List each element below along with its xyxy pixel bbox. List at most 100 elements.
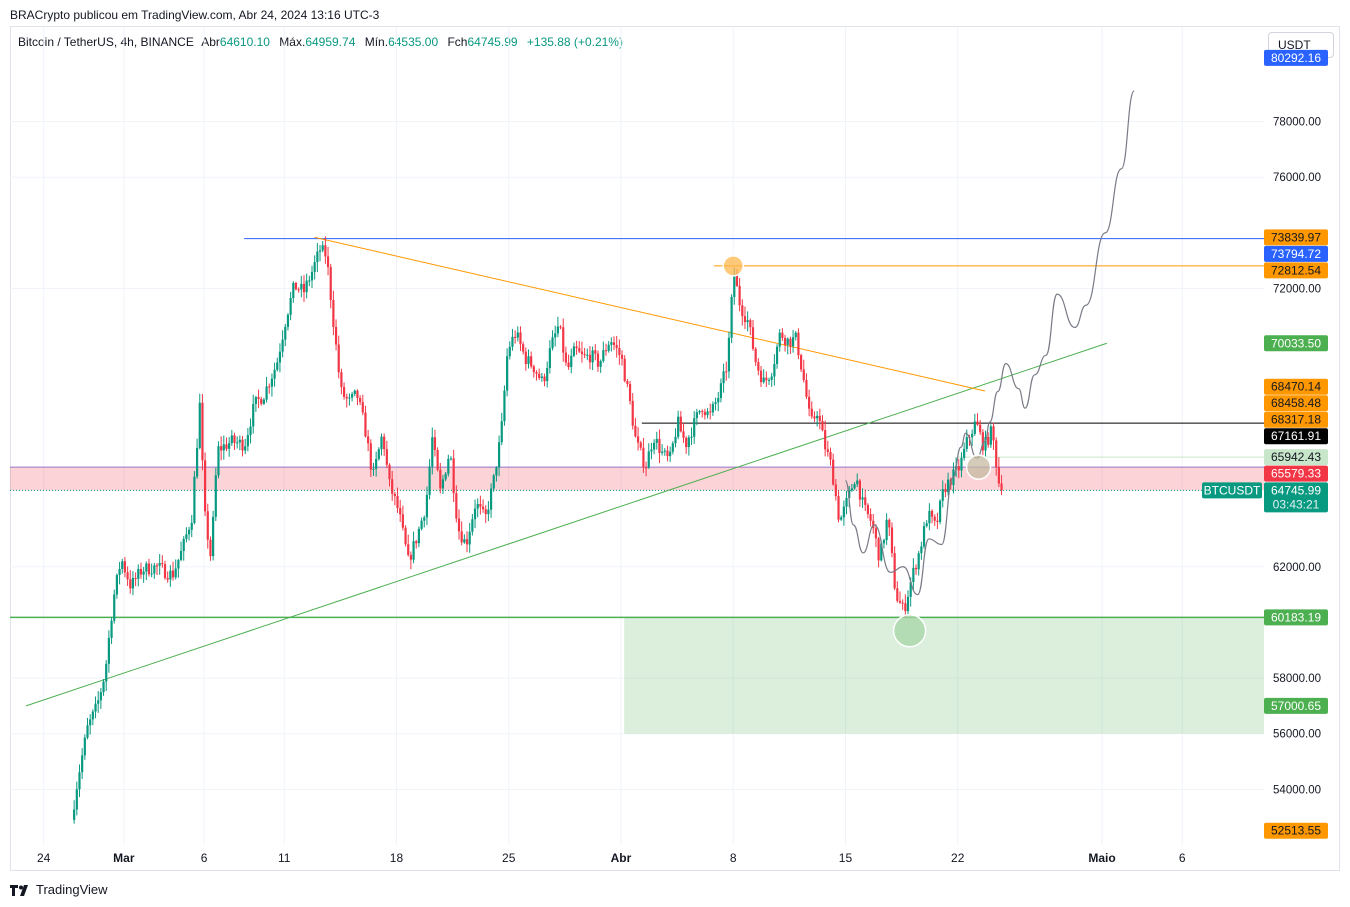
price-tags: 80292.16 73839.97 73794.72 72812.54 70033.50… xyxy=(1202,49,1328,839)
candle-body xyxy=(805,380,808,397)
candle-body xyxy=(447,458,450,474)
candle-body xyxy=(278,351,282,363)
candle-body xyxy=(725,371,728,373)
price-tick-label: 54000.00 xyxy=(1273,784,1321,796)
price-tag-label: 65579.33 xyxy=(1271,467,1321,481)
candle-body xyxy=(570,355,573,368)
candle-body xyxy=(292,282,295,298)
candle-body xyxy=(997,467,1000,484)
price-axis[interactable]: 54000.00 56000.00 58000.00 62000.00 72000.00… xyxy=(1273,117,1321,797)
candle-body xyxy=(249,426,252,436)
time-tick-label: Mar xyxy=(113,851,135,865)
candle-body xyxy=(703,411,706,416)
candle-body xyxy=(885,519,888,541)
candle-body xyxy=(182,538,185,551)
candle-body xyxy=(353,390,356,395)
candle-body xyxy=(588,354,592,363)
candle-body xyxy=(874,528,878,539)
candle-body xyxy=(487,509,490,515)
footer-brand-text: TradingView xyxy=(36,882,108,897)
candle-body xyxy=(233,435,236,443)
candle-body xyxy=(433,437,437,450)
candle-body xyxy=(818,415,821,422)
candle-body xyxy=(185,534,188,539)
candle-body xyxy=(345,396,348,399)
candle-body xyxy=(238,439,241,443)
candle-body xyxy=(244,446,247,451)
time-axis[interactable]: 24 Mar 6 11 18 25 Abr 8 15 22 Maio 6 xyxy=(37,851,1186,865)
low-value: 64535.00 xyxy=(388,35,439,49)
candle-body xyxy=(91,711,94,720)
candle-body xyxy=(524,351,527,364)
candle-body xyxy=(866,504,870,515)
candle-body xyxy=(452,458,455,494)
candle-body xyxy=(938,500,942,522)
candle-body xyxy=(334,326,338,345)
candle-body xyxy=(976,421,979,425)
candles xyxy=(73,236,1003,824)
last-price-tag xyxy=(1264,482,1328,513)
candle-body xyxy=(783,337,787,345)
candle-body xyxy=(794,332,797,338)
candle-body xyxy=(858,480,861,500)
candle-body xyxy=(599,361,602,367)
candle-body xyxy=(906,596,910,612)
candle-body xyxy=(377,449,380,460)
candle-body xyxy=(441,479,445,489)
candle-body xyxy=(436,449,439,470)
candle-body xyxy=(909,582,912,597)
candle-body xyxy=(578,348,581,352)
candle-body xyxy=(832,459,835,485)
candle-body xyxy=(284,326,287,340)
time-tick-label: 24 xyxy=(37,851,51,865)
candle-body xyxy=(853,484,856,489)
candle-body xyxy=(850,488,853,491)
candle-body xyxy=(548,348,551,369)
price-tick-label: 78000.00 xyxy=(1273,117,1321,129)
price-tick-label: 58000.00 xyxy=(1273,673,1321,685)
candle-body xyxy=(663,450,666,452)
time-tick-label: 11 xyxy=(278,851,291,865)
candle-body xyxy=(765,377,768,381)
candle-body xyxy=(473,508,477,520)
low-label: Mín. xyxy=(364,35,389,49)
candle-body xyxy=(575,346,578,349)
candle-body xyxy=(337,344,340,373)
candle-body xyxy=(912,567,915,583)
candle-body xyxy=(917,553,920,570)
candle-body xyxy=(922,526,926,547)
candle-body xyxy=(992,426,995,441)
candle-body xyxy=(669,451,672,457)
candle-body xyxy=(933,516,936,521)
candle-body xyxy=(826,449,829,452)
candle-body xyxy=(546,368,549,382)
candle-body xyxy=(94,703,97,712)
time-tick-label: 25 xyxy=(502,851,516,865)
time-tick-label: 6 xyxy=(1179,851,1186,865)
candle-body xyxy=(468,531,471,545)
candle-body xyxy=(236,442,239,444)
candle-body xyxy=(340,372,343,388)
candle-body xyxy=(195,447,199,477)
candle-body xyxy=(594,350,597,354)
candle-body xyxy=(719,383,723,399)
candle-body xyxy=(396,496,399,509)
candle-body xyxy=(799,355,803,370)
candle-body xyxy=(380,436,383,450)
candle-body xyxy=(749,320,752,328)
price-tag xyxy=(1264,609,1328,626)
candle-body xyxy=(481,506,485,510)
candle-body xyxy=(639,442,642,448)
price-tag xyxy=(1264,49,1328,66)
price-tag xyxy=(1264,395,1328,412)
high-value: 64959.74 xyxy=(305,35,356,49)
time-tick-label: 22 xyxy=(951,851,965,865)
candle-body xyxy=(979,424,982,433)
candle-body xyxy=(286,314,290,327)
marker-circle xyxy=(892,614,927,648)
markers xyxy=(722,255,992,648)
candle-body xyxy=(252,403,255,427)
candle-body xyxy=(131,578,135,589)
candle-body xyxy=(543,376,546,382)
